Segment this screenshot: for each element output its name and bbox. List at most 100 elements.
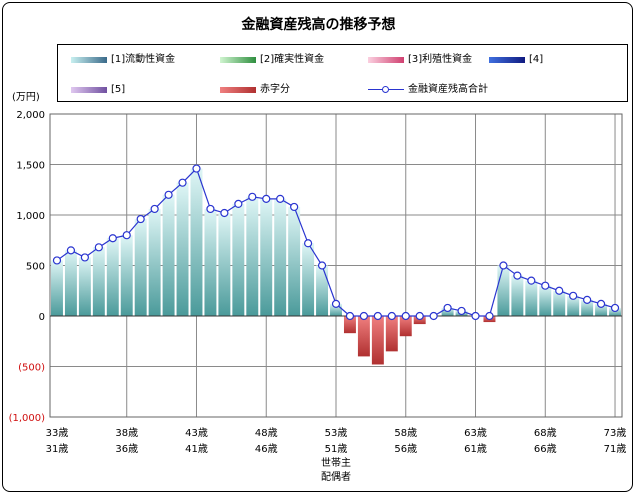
- total-line-point: [415, 311, 424, 321]
- legend-swatch: [368, 86, 404, 93]
- bar-liquidity: [525, 280, 538, 316]
- x-tick-label-householder: 48歳: [255, 427, 278, 439]
- total-line: [52, 164, 620, 321]
- legend-swatch: [220, 87, 256, 93]
- bar-deficit: [399, 316, 412, 337]
- bar-liquidity: [302, 243, 315, 316]
- bar-liquidity: [204, 208, 217, 316]
- total-line-point: [164, 190, 173, 199]
- total-line-point: [485, 311, 494, 321]
- total-line-point: [122, 231, 131, 240]
- legend-label: [1]流動性資金: [111, 54, 176, 65]
- total-line-point: [471, 311, 480, 321]
- total-line-point: [527, 276, 536, 285]
- total-line-point: [499, 261, 508, 270]
- y-tick-label: 500: [26, 262, 45, 273]
- total-line-point: [401, 311, 410, 321]
- x-tick-label-householder: 33歳: [46, 427, 69, 439]
- bar-liquidity: [64, 250, 77, 316]
- bar-liquidity: [567, 295, 580, 316]
- total-line-point: [541, 281, 550, 290]
- y-tick-label: (1,000): [9, 413, 46, 424]
- y-tick-label: 2,000: [16, 110, 45, 121]
- legend-label: [5]: [111, 84, 126, 95]
- bar-liquidity: [260, 198, 273, 316]
- bar-liquidity: [595, 303, 608, 316]
- total-line-point: [66, 246, 76, 255]
- y-tick-label: 1,500: [16, 161, 45, 172]
- total-line-point: [569, 291, 578, 300]
- bar-liquidity: [106, 238, 119, 316]
- total-line-point: [262, 194, 271, 203]
- y-tick-label: 0: [39, 312, 45, 323]
- bar-liquidity: [162, 194, 175, 316]
- legend-marker: [382, 86, 389, 93]
- x-tick-label-householder: 53歳: [325, 427, 348, 439]
- x-tick-label-householder: 73歳: [604, 427, 627, 439]
- legend-label: 赤字分: [260, 84, 290, 95]
- bar-liquidity: [246, 196, 259, 316]
- total-line-point: [583, 295, 592, 304]
- total-line-point: [359, 311, 369, 321]
- total-line-point: [94, 243, 103, 252]
- total-line-point: [192, 164, 201, 173]
- legend-swatch: [368, 57, 404, 63]
- bar-liquidity: [176, 182, 189, 316]
- plot-area-border: [49, 113, 623, 418]
- x-tick-label-householder: 38歳: [115, 427, 138, 439]
- bar-liquidity: [581, 299, 594, 316]
- total-line-point: [317, 261, 327, 270]
- x-tick-label-spouse: 41歳: [185, 443, 208, 455]
- bar-deficit: [357, 316, 370, 357]
- bar-liquidity: [148, 208, 161, 316]
- total-line-point: [248, 192, 257, 201]
- total-line-point: [429, 311, 438, 321]
- total-line-point: [345, 311, 355, 321]
- x-tick-labels: 33歳 31歳 38歳 36歳 43歳 41歳 48歳 46歳 53歳 51歳 58歳 56歳 63歳 6…: [46, 427, 627, 483]
- legend-swatch: [71, 57, 107, 63]
- bar-liquidity: [51, 260, 63, 316]
- bar-liquidity: [274, 198, 287, 316]
- total-line-point: [610, 303, 620, 313]
- bar-liquidity: [330, 303, 342, 316]
- total-line-point: [443, 303, 452, 313]
- x-tick-label-householder: 58歳: [394, 427, 417, 439]
- total-line-point: [234, 199, 243, 208]
- bar-liquidity: [316, 265, 329, 316]
- x-tick-label-spouse: 31歳: [46, 443, 69, 455]
- x-tick-label-spouse: 46歳: [255, 443, 278, 455]
- x-tick-label-householder: 68歳: [534, 427, 557, 439]
- legend-label: [4]: [529, 54, 544, 65]
- total-line-point: [80, 253, 89, 262]
- legend: [1]流動性資金 [2]確実性資金 [3]利殖性資金 [4] [5] 赤字分 金…: [57, 44, 628, 102]
- y-tick-label: 1,000: [16, 211, 45, 222]
- bar-liquidity: [553, 290, 566, 316]
- x-tick-label-spouse: 36歳: [115, 443, 138, 455]
- x-tick-label-householder: 63歳: [464, 427, 487, 439]
- axes: [49, 113, 623, 418]
- bar-liquidity: [190, 168, 203, 316]
- bar-liquidity: [134, 219, 147, 316]
- total-line-point: [206, 204, 215, 214]
- bar-liquidity: [218, 212, 231, 316]
- legend-label: 金融資産残高合計: [408, 84, 488, 95]
- total-line-point: [457, 306, 466, 316]
- bar-liquidity: [511, 275, 524, 316]
- y-axis-unit-label: (万円): [12, 92, 40, 103]
- x-tick-label-spouse: 66歳: [534, 443, 557, 455]
- total-line-point: [555, 286, 564, 295]
- legend-swatch: [71, 87, 107, 93]
- bar-liquidity: [78, 257, 91, 316]
- x-caption-spouse: 配偶者: [321, 470, 351, 483]
- x-tick-label-spouse: 51歳: [325, 443, 348, 455]
- total-line-point: [276, 194, 285, 203]
- total-line-point: [220, 208, 229, 218]
- chart-title: 金融資産残高の推移予想: [241, 17, 396, 33]
- total-line-point: [513, 271, 522, 280]
- total-line-point: [178, 178, 187, 187]
- bar-liquidity: [539, 285, 552, 316]
- x-tick-label-householder: 43歳: [185, 427, 208, 439]
- bar-liquidity: [92, 247, 105, 316]
- legend-swatch: [220, 57, 256, 63]
